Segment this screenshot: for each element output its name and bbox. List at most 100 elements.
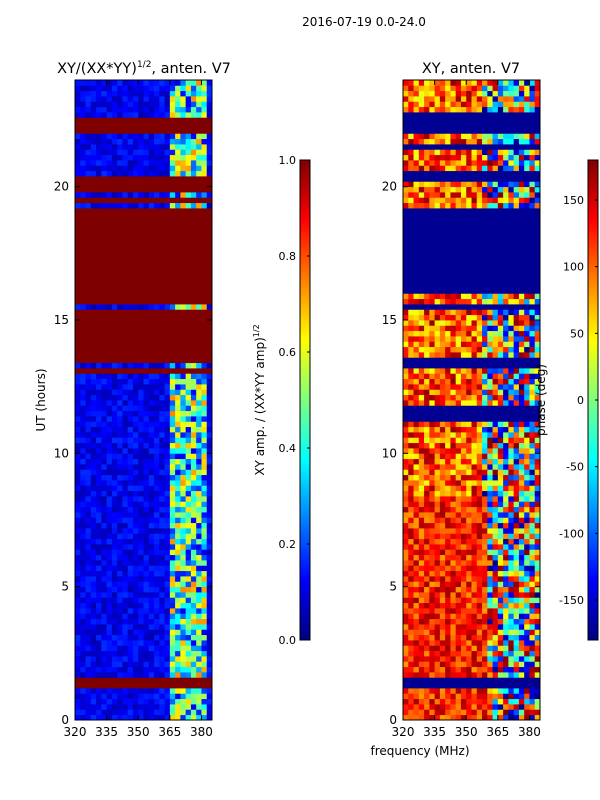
amplitude-cell bbox=[190, 400, 197, 406]
amplitude-cell bbox=[106, 448, 113, 454]
phase-cell bbox=[466, 506, 472, 513]
phase-cell bbox=[487, 352, 493, 358]
phase-cell bbox=[529, 469, 536, 476]
amplitude-cell bbox=[164, 426, 171, 433]
amplitude-cell bbox=[80, 469, 86, 476]
amplitude-cell bbox=[164, 90, 171, 97]
amplitude-cell bbox=[117, 160, 123, 166]
phase-cell bbox=[429, 533, 436, 540]
amplitude-cell bbox=[96, 293, 102, 300]
phase-cell bbox=[455, 453, 462, 460]
phase-cell bbox=[466, 650, 472, 657]
amplitude-cell bbox=[111, 522, 118, 529]
phase-cell bbox=[534, 448, 541, 454]
phase-cell bbox=[460, 688, 467, 694]
phase-cell bbox=[487, 400, 493, 406]
phase-cell bbox=[403, 394, 409, 401]
amplitude-cell bbox=[96, 709, 102, 716]
amplitude-cell bbox=[127, 90, 134, 97]
amplitude-cell bbox=[75, 677, 81, 684]
amplitude-cell bbox=[96, 618, 102, 625]
amplitude-cell bbox=[175, 304, 181, 310]
amplitude-cell bbox=[148, 266, 155, 273]
amplitude-cell bbox=[206, 453, 213, 460]
phase-cell bbox=[418, 629, 425, 636]
amplitude-cell bbox=[117, 496, 123, 502]
amplitude-cell bbox=[117, 384, 123, 390]
amplitude-cell bbox=[122, 341, 129, 348]
amplitude-cell bbox=[201, 298, 208, 305]
amplitude-cell bbox=[190, 341, 197, 348]
amplitude-cell bbox=[85, 240, 92, 246]
amplitude-cell bbox=[154, 160, 160, 166]
amplitude-heatmap bbox=[75, 80, 213, 721]
amplitude-cell bbox=[148, 640, 155, 646]
amplitude-cell bbox=[206, 698, 213, 705]
amplitude-cell bbox=[175, 106, 181, 113]
phase-cell bbox=[529, 629, 536, 636]
phase-cell bbox=[418, 389, 425, 396]
phase-cell bbox=[413, 592, 420, 598]
amplitude-cell bbox=[122, 357, 129, 364]
phase-cell bbox=[534, 533, 541, 540]
amplitude-cell bbox=[117, 117, 123, 124]
amplitude-cell bbox=[169, 682, 176, 689]
amplitude-cell bbox=[143, 714, 150, 721]
amplitude-cell bbox=[106, 634, 113, 641]
phase-cell bbox=[529, 677, 536, 684]
amplitude-cell bbox=[127, 346, 134, 353]
amplitude-cell bbox=[143, 357, 150, 364]
amplitude-cell bbox=[180, 240, 187, 246]
phase-cell bbox=[424, 362, 430, 369]
amplitude-cell bbox=[159, 192, 165, 198]
amplitude-cell bbox=[122, 400, 129, 406]
amplitude-cell bbox=[143, 218, 150, 225]
amplitude-cell bbox=[185, 90, 192, 97]
phase-cell bbox=[439, 416, 446, 422]
amplitude-cell bbox=[101, 160, 108, 166]
amplitude-cell bbox=[175, 261, 181, 268]
phase-cell bbox=[424, 592, 430, 598]
phase-cell bbox=[450, 410, 457, 417]
phase-cell bbox=[513, 458, 520, 465]
phase-cell bbox=[471, 362, 478, 369]
amplitude-cell bbox=[201, 650, 208, 657]
phase-cell bbox=[460, 368, 467, 374]
amplitude-cell bbox=[101, 693, 108, 700]
phase-cell bbox=[429, 581, 436, 588]
amplitude-cell bbox=[185, 421, 192, 428]
phase-cell bbox=[471, 480, 478, 486]
amplitude-cell bbox=[127, 602, 134, 609]
phase-cell bbox=[424, 613, 430, 620]
amplitude-cell bbox=[75, 672, 81, 678]
amplitude-cell bbox=[90, 165, 97, 172]
amplitude-cell bbox=[148, 250, 155, 257]
amplitude-cell bbox=[206, 176, 213, 182]
amplitude-cell bbox=[148, 186, 155, 193]
amplitude-cell bbox=[132, 410, 139, 417]
amplitude-cell bbox=[175, 560, 181, 566]
phase-cell bbox=[476, 410, 483, 417]
phase-cell bbox=[524, 602, 530, 609]
amplitude-cell bbox=[159, 533, 165, 540]
amplitude-cell bbox=[201, 528, 208, 534]
amplitude-cell bbox=[117, 709, 123, 716]
phase-cell bbox=[445, 389, 451, 396]
amplitude-cell bbox=[132, 149, 139, 156]
phase-cell bbox=[503, 538, 509, 545]
amplitude-cell bbox=[90, 96, 97, 102]
amplitude-cell bbox=[122, 704, 129, 710]
phase-cell bbox=[524, 437, 530, 444]
amplitude-cell bbox=[169, 314, 176, 321]
amplitude-cell bbox=[111, 698, 118, 705]
amplitude-cell bbox=[132, 544, 139, 550]
amplitude-cell bbox=[90, 490, 97, 497]
amplitude-cell bbox=[80, 282, 86, 289]
amplitude-cell bbox=[111, 490, 118, 497]
amplitude-cell bbox=[80, 325, 86, 332]
amplitude-cell bbox=[106, 640, 113, 646]
phase-cell bbox=[418, 666, 425, 673]
amplitude-cell bbox=[90, 218, 97, 225]
amplitude-cell bbox=[111, 341, 118, 348]
phase-cell bbox=[418, 698, 425, 705]
